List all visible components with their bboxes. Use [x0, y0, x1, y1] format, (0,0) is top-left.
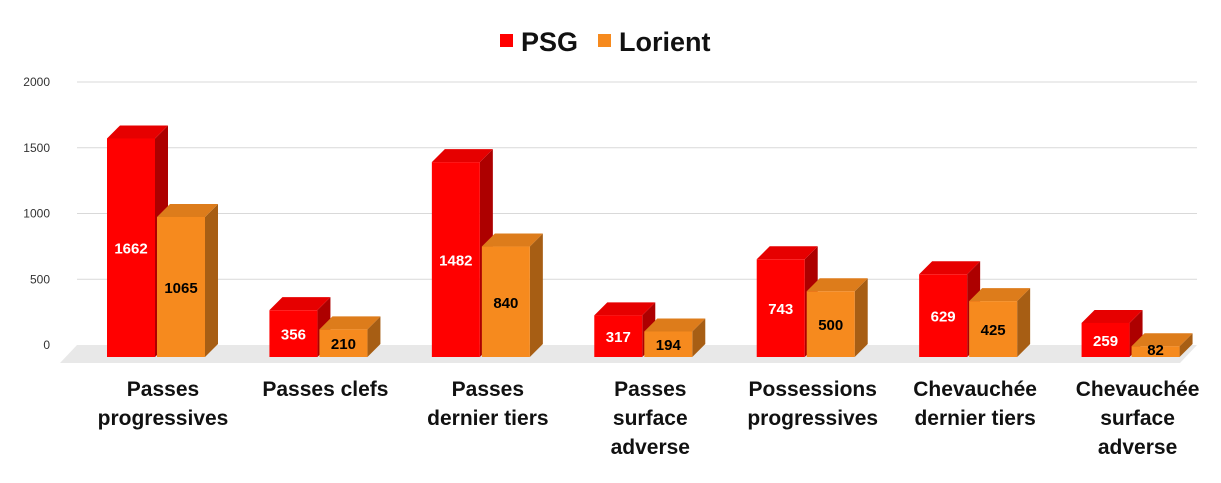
- y-tick-label: 0: [43, 338, 50, 352]
- bar-top-psg: [1081, 309, 1143, 323]
- gridlines: 0 500 1000 1500 2000: [23, 75, 1197, 352]
- bar-psg: [594, 315, 643, 357]
- data-label-psg: 356: [281, 327, 306, 344]
- bar-top-lorient: [644, 318, 706, 332]
- data-label-lorient: 210: [331, 336, 356, 353]
- bar-top-psg: [107, 125, 168, 139]
- data-label-psg: 259: [1093, 333, 1118, 350]
- category-label: Passes clefs: [262, 378, 388, 401]
- legend: PSG Lorient: [500, 27, 711, 57]
- category-label-line: surface: [613, 407, 688, 430]
- data-label-psg: 629: [931, 309, 956, 326]
- category-label-line: surface: [1100, 407, 1175, 430]
- category-label-line: Chevauchée: [1076, 378, 1200, 401]
- category-label-line: adverse: [611, 436, 690, 459]
- data-label-psg: 743: [768, 301, 793, 318]
- bar-psg: [1081, 322, 1130, 357]
- category-label: Possessions progressives: [747, 378, 878, 430]
- bar-top-lorient: [1131, 333, 1193, 347]
- category-label-line: Passes: [614, 378, 686, 401]
- bar-top-psg: [269, 297, 331, 311]
- bar-side-lorient: [367, 316, 381, 357]
- bar-psg: [269, 310, 318, 357]
- category-label-line: Possessions: [749, 378, 877, 401]
- bar-lorient: [1131, 346, 1180, 357]
- category-label: Passes surface adverse: [611, 378, 690, 459]
- bar-side-lorient: [692, 318, 706, 357]
- data-label-lorient: 840: [493, 295, 518, 312]
- category-label: Chevauchée dernier tiers: [913, 378, 1037, 430]
- bar-psg: [919, 274, 968, 357]
- bar-psg: [107, 138, 155, 357]
- bar-top-lorient: [157, 203, 218, 217]
- bar-top-lorient: [806, 278, 868, 292]
- bar-side-lorient: [1017, 288, 1031, 357]
- legend-label-0: PSG: [521, 27, 578, 57]
- category-label: Chevauchée surface adverse: [1076, 378, 1200, 459]
- bar-top-lorient: [969, 288, 1031, 302]
- bar-top-psg: [431, 149, 493, 163]
- bar-side-lorient: [854, 278, 868, 357]
- data-label-lorient: 500: [818, 317, 843, 334]
- bar-top-lorient: [319, 316, 381, 330]
- bar-top-psg: [919, 261, 981, 275]
- bar-lorient: [969, 301, 1018, 357]
- data-label-lorient: 425: [981, 322, 1006, 339]
- category-label: Passes dernier tiers: [427, 378, 548, 430]
- legend-swatch-1: [598, 34, 611, 47]
- y-tick-label: 2000: [23, 75, 50, 89]
- data-label-lorient: 82: [1147, 342, 1164, 359]
- data-label-psg: 1662: [114, 241, 147, 258]
- data-labels: 1662 1065 356 210 1482 840 317 194 743 500 629 425 2…: [114, 241, 1164, 359]
- bar-side-lorient: [205, 203, 218, 357]
- bar-lorient: [319, 329, 368, 357]
- bar-top-psg: [594, 302, 656, 316]
- bar-lorient: [806, 291, 855, 357]
- category-label-line: progressives: [747, 407, 878, 430]
- y-tick-label: 1500: [23, 141, 50, 155]
- data-label-psg: 1482: [439, 253, 472, 270]
- y-tick-label: 1000: [23, 207, 50, 221]
- category-labels: Passes progressives Passes clefs Passes dern…: [98, 378, 1200, 459]
- legend-label-1: Lorient: [619, 27, 711, 57]
- bar-side-lorient: [529, 233, 543, 357]
- y-tick-label: 500: [30, 272, 50, 286]
- bar-side-lorient: [1179, 333, 1193, 357]
- category-label-line: adverse: [1098, 436, 1177, 459]
- category-label-line: Passes clefs: [262, 378, 388, 401]
- category-label-line: progressives: [98, 407, 229, 430]
- category-label-line: dernier tiers: [914, 407, 1035, 430]
- bar-lorient: [157, 216, 205, 357]
- category-label-line: Passes: [452, 378, 524, 401]
- bar-top-lorient: [481, 233, 543, 247]
- data-label-psg: 317: [606, 329, 631, 346]
- bar-psg: [431, 162, 480, 357]
- bar-lorient: [481, 246, 530, 357]
- data-label-lorient: 1065: [164, 280, 197, 297]
- bar-lorient: [644, 331, 693, 357]
- category-label-line: Chevauchée: [913, 378, 1037, 401]
- bars: [107, 125, 1193, 358]
- data-label-lorient: 194: [656, 337, 682, 354]
- category-label-line: dernier tiers: [427, 407, 548, 430]
- category-label-line: Passes: [127, 378, 199, 401]
- bar-top-psg: [756, 246, 818, 260]
- category-label: Passes progressives: [98, 378, 229, 430]
- bar-psg: [756, 259, 805, 357]
- legend-swatch-0: [500, 34, 513, 47]
